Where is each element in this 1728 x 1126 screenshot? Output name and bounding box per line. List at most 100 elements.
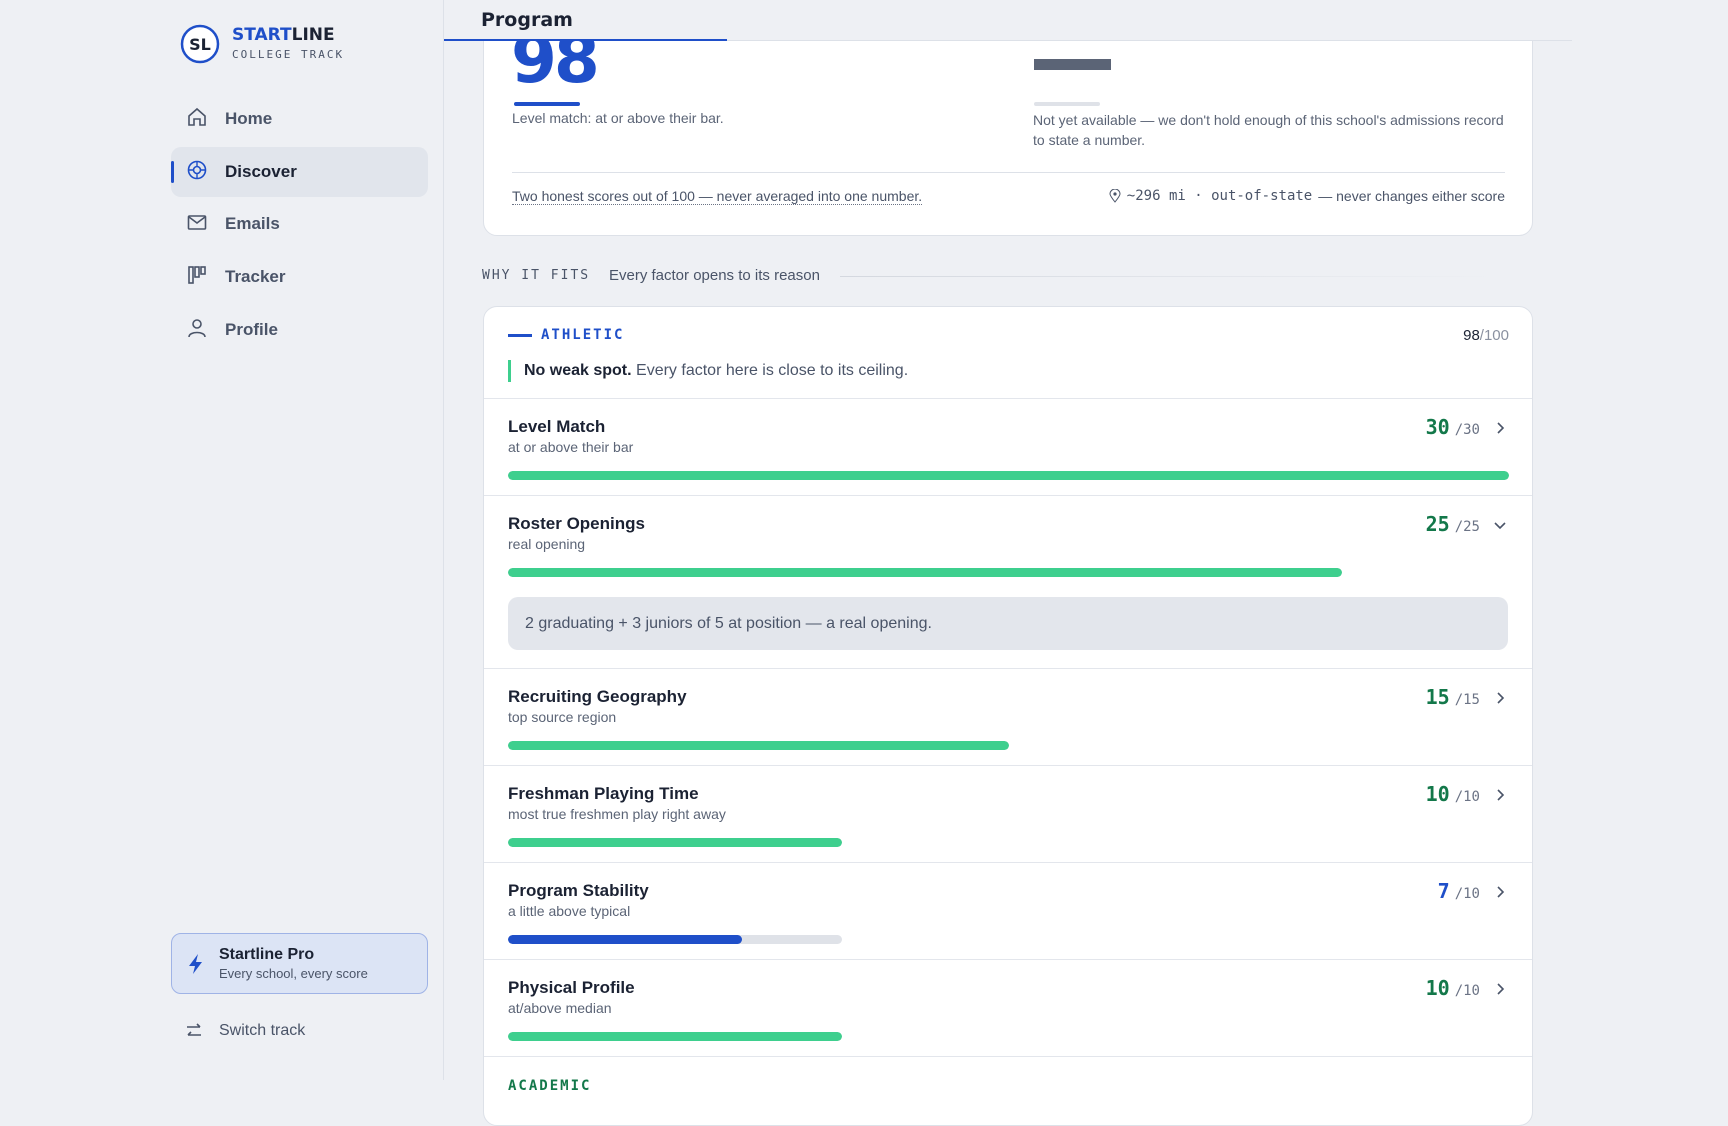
factor-max: /15	[1454, 692, 1480, 708]
factor-value: 7	[1437, 879, 1450, 903]
factor-max: /10	[1454, 789, 1480, 805]
factor-max: /10	[1454, 983, 1480, 999]
factor-max: /30	[1454, 422, 1480, 438]
note-strong: No weak spot.	[524, 362, 632, 379]
distance-value: ~296 mi · out-of-state	[1126, 188, 1313, 204]
athletic-label: ATHLETIC	[541, 327, 625, 343]
factor-row[interactable]: Program Stability a little above typical 7…	[484, 862, 1532, 959]
nav-item[interactable]: Profile	[171, 305, 428, 355]
athletic-score-wrap: 98/100	[1463, 327, 1509, 344]
factor-row[interactable]: Freshman Playing Time most true freshmen …	[484, 765, 1532, 862]
factor-row[interactable]: Roster Openings real opening 25/25 2 gradua…	[484, 495, 1532, 668]
factor-row[interactable]: Recruiting Geography top source region 15/…	[484, 668, 1532, 765]
nav-label: Home	[225, 109, 273, 128]
factor-name: Physical Profile	[508, 978, 635, 997]
nav-icon	[187, 215, 207, 230]
nav-label: Emails	[225, 214, 280, 233]
chevron	[1497, 692, 1505, 704]
header: Program	[444, 0, 1572, 41]
nav-label: Profile	[225, 320, 278, 339]
page: SL STARTLINE COLLEGE TRACK Home Discover E…	[0, 0, 1572, 1126]
tab-underline	[444, 39, 727, 41]
nav-item[interactable]: Tracker	[171, 252, 428, 302]
active-marker	[171, 161, 174, 183]
factor-name: Recruiting Geography	[508, 687, 687, 706]
factor-score: 30/30	[1426, 415, 1480, 439]
nav-icon	[188, 107, 206, 126]
footnote: Two honest scores out of 100 — never ave…	[512, 188, 923, 205]
pending-caption: Not yet available — we don't hold enough…	[1033, 112, 1504, 148]
note-bar	[508, 360, 511, 382]
bar-track	[508, 935, 842, 944]
factor-max: /10	[1454, 886, 1480, 902]
pro-title: Startline Pro	[219, 946, 315, 963]
nav-icon	[188, 319, 206, 338]
score-caption: Level match: at or above their bar.	[512, 110, 724, 126]
bar-track	[508, 838, 842, 847]
factor-sub: at/above median	[508, 1000, 612, 1016]
chevron	[1497, 983, 1505, 995]
pro-banner[interactable]: Startline Pro Every school, every score	[171, 933, 428, 994]
nav-item[interactable]: Home	[171, 94, 428, 144]
athletic-head: ATHLETIC 98/100 No weak spot. Every fact…	[484, 307, 1532, 398]
chevron	[1497, 789, 1505, 801]
factor-reason: 2 graduating + 3 juniors of 5 at positio…	[508, 597, 1508, 650]
factor-sub: most true freshmen play right away	[508, 806, 726, 822]
brand-end: LINE	[291, 25, 335, 45]
pending-dash	[1034, 59, 1111, 70]
nav-icon	[188, 266, 206, 284]
bar-track	[508, 741, 1009, 750]
bolt-icon	[189, 954, 202, 974]
section-rule	[840, 276, 1500, 277]
bar-fill	[508, 568, 1343, 577]
section-label: WHY IT FITS	[482, 268, 591, 283]
nav-item[interactable]: Emails	[171, 199, 428, 249]
score-underline	[514, 102, 580, 106]
factor-score: 10/10	[1426, 976, 1480, 1000]
factor-name: Level Match	[508, 417, 606, 436]
switch-label: Switch track	[219, 1022, 306, 1039]
factor-score: 15/15	[1426, 685, 1480, 709]
factor-row[interactable]: Level Match at or above their bar 30/30	[484, 398, 1532, 495]
academic-label: ACADEMIC	[508, 1078, 592, 1094]
distance-note: — never changes either score	[1318, 188, 1505, 204]
factor-score: 10/10	[1426, 782, 1480, 806]
athletic-note: No weak spot. Every factor here is close…	[524, 362, 908, 380]
divider	[512, 172, 1505, 173]
athletic-score: 98	[1463, 327, 1480, 344]
factor-score: 7/10	[1438, 879, 1480, 903]
nav-label: Tracker	[225, 267, 286, 286]
sidebar: SL STARTLINE COLLEGE TRACK Home Discover E…	[0, 0, 444, 1080]
switch-icon	[187, 1023, 201, 1036]
academic-head: ACADEMIC	[484, 1056, 1532, 1110]
factor-sub: top source region	[508, 709, 617, 725]
factor-value: 15	[1425, 685, 1450, 709]
bar-fill	[508, 935, 742, 944]
factor-name: Roster Openings	[508, 514, 645, 533]
pin-icon	[1109, 189, 1121, 203]
factor-name: Program Stability	[508, 881, 649, 900]
section-hint: Every factor opens to its reason	[609, 267, 820, 284]
bar-track	[508, 568, 1343, 577]
factor-sub: at or above their bar	[508, 439, 634, 455]
chevron	[1494, 522, 1506, 530]
chevron	[1497, 422, 1505, 434]
factor-value: 30	[1425, 415, 1450, 439]
factor-name: Freshman Playing Time	[508, 784, 699, 803]
factor-value: 25	[1425, 512, 1450, 536]
note-text: Every factor here is close to its ceilin…	[636, 362, 909, 379]
factor-value: 10	[1425, 782, 1450, 806]
nav-item[interactable]: Discover	[171, 147, 428, 197]
switch-track[interactable]: Switch track	[185, 1022, 305, 1040]
pro-sub: Every school, every score	[219, 966, 368, 981]
header-title: Program	[481, 9, 573, 31]
logo-initials: SL	[189, 35, 211, 54]
bar-fill	[508, 471, 1509, 480]
factor-row[interactable]: Physical Profile at/above median 10/10	[484, 959, 1532, 1056]
factor-sub: a little above typical	[508, 903, 631, 919]
bar-fill	[508, 1032, 842, 1041]
brand-start: START	[232, 25, 292, 45]
athletic-dash	[508, 334, 532, 337]
nav-icon	[187, 160, 207, 180]
bar-fill	[508, 838, 842, 847]
